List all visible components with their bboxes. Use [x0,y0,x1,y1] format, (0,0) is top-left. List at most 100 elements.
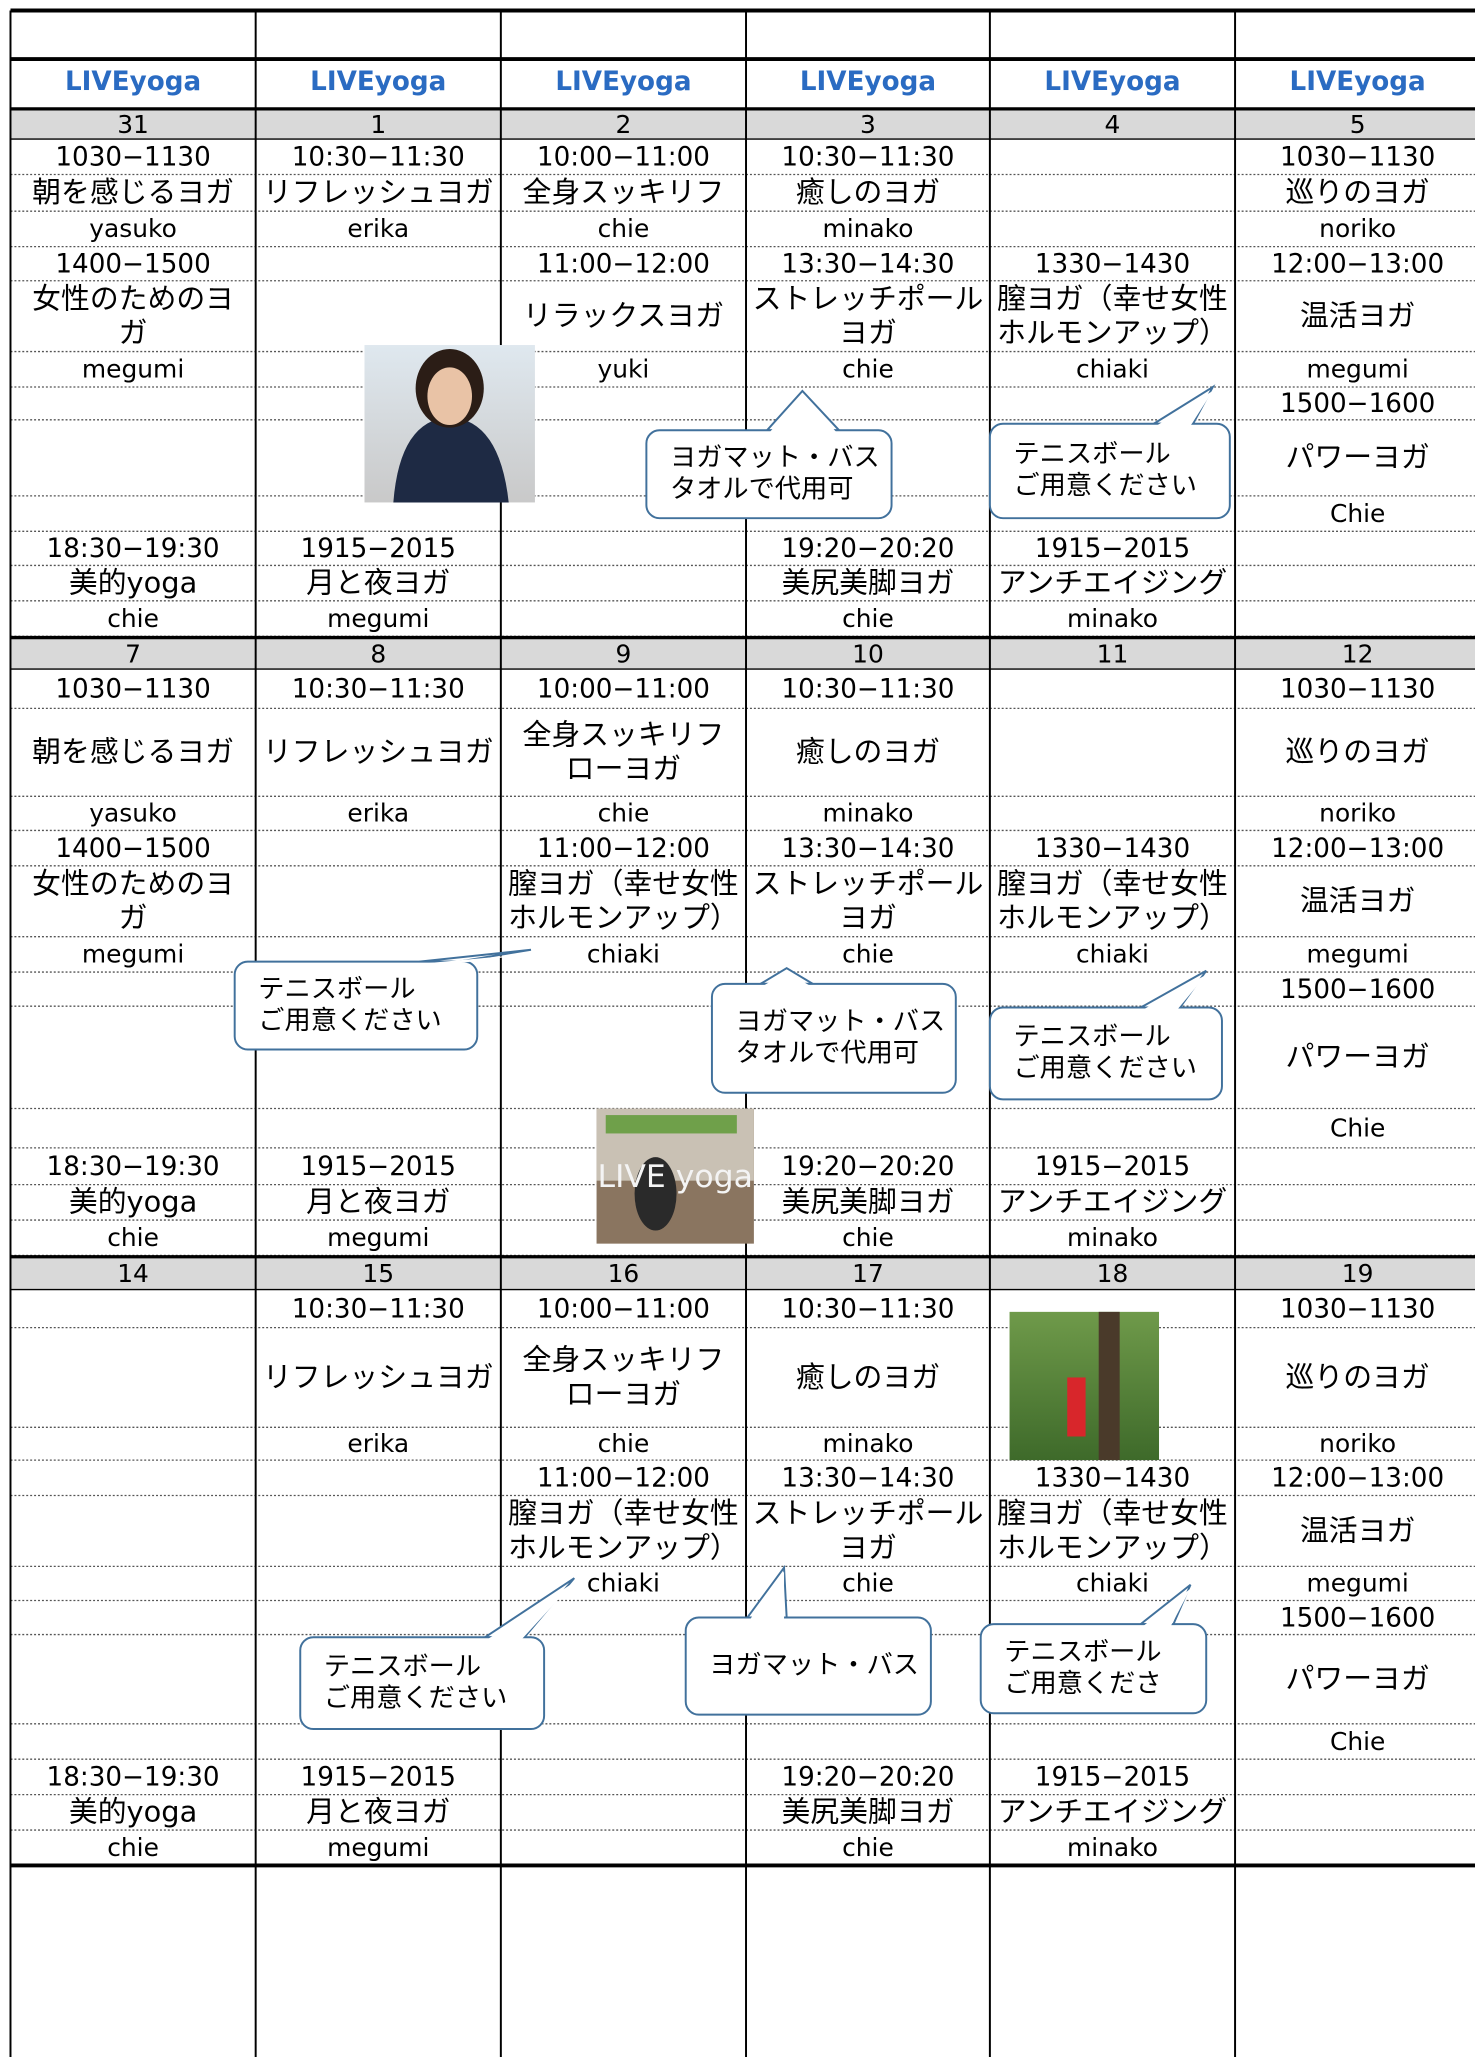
column-header: LIVEyoga [1044,67,1180,97]
callout-text: ヨガマット・バス [736,1007,946,1037]
teacher: yasuko [89,799,177,828]
callout: ヨガマット・バス [684,1564,932,1716]
column-header: LIVEyoga [65,67,201,97]
class-name: 女性のためのヨ [32,281,234,315]
class-time: 1400−1500 [55,249,210,279]
teacher: minako [822,1429,913,1458]
teacher: minako [1067,1223,1158,1252]
class-name: アンチエイジング [998,1795,1228,1829]
teacher: chiaki [1076,940,1149,969]
date: 5 [1350,110,1366,139]
callout-text: タオルで代用可 [736,1039,919,1069]
class-name: 温活ヨガ [1300,298,1415,332]
class-name: 膣ヨガ（幸せ女性 [508,867,739,901]
date: 2 [616,110,632,139]
teacher: megumi [1306,940,1408,969]
class-name: 女性のためのヨ [32,867,234,901]
class-name: リフレッシュヨガ [263,175,494,209]
callout-join [763,972,811,986]
teacher: Chie [1330,1727,1385,1756]
teacher: megumi [82,355,184,384]
date: 1 [370,110,386,139]
callout-text: ご用意ください [258,1006,441,1036]
teacher: chiaki [1076,1569,1149,1598]
callout-join [1143,974,1207,1010]
teacher: Chie [1330,499,1385,528]
class-time: 10:30−11:30 [292,1294,465,1324]
teacher: minako [822,214,913,243]
class-name: 温活ヨガ [1300,1513,1415,1547]
photo-caption: LIVE yoga [598,1159,753,1195]
callout-box [710,982,957,1094]
callout-text: ヨガマット・バス [709,1651,919,1681]
callout-text: テニスボール [258,974,415,1004]
teacher: chie [842,1833,894,1862]
class-name: ストレッチポール [753,281,984,315]
teacher: erika [347,214,409,243]
class-time: 13:30−14:30 [781,834,954,864]
date-row [10,110,1475,140]
class-time: 19:20−20:20 [781,1763,954,1793]
teacher: megumi [327,604,429,633]
callout-box [988,422,1231,520]
teacher: chie [598,799,650,828]
callout-box [979,1623,1208,1715]
class-time: 1330−1430 [1035,1464,1190,1494]
class-name: ホルモンアップ） [508,1530,739,1564]
callout-text: テニスボール [1013,1022,1170,1052]
class-time: 12:00−13:00 [1271,1464,1444,1494]
teacher: noriko [1319,1429,1396,1458]
date: 9 [616,639,632,668]
photo-face [427,367,472,426]
class-name: ヨガ [839,1530,897,1564]
class-name: パワーヨガ [1286,1040,1430,1074]
callout-join [1156,390,1213,426]
teacher: noriko [1319,799,1396,828]
class-name: 美的yoga [69,1795,197,1829]
class-name: パワーヨガ [1286,1661,1430,1695]
class-time: 18:30−19:30 [47,534,220,564]
teacher: minako [1067,604,1158,633]
callout-text: タオルで代用可 [670,474,853,504]
callout-join [769,394,837,433]
class-name: リフレッシュヨガ [263,735,494,769]
class-time: 1030−1130 [1280,143,1435,173]
class-name: 全身スッキリフ [523,718,725,752]
photo-mat [605,1115,737,1134]
class-name: 巡りのヨガ [1286,1360,1430,1394]
class-name: パワーヨガ [1286,440,1430,474]
date: 15 [362,1259,394,1288]
callout-text: ヨガマット・バス [670,443,880,473]
class-name: 巡りのヨガ [1286,175,1430,209]
callout-text: テニスボール [1013,440,1170,470]
class-name: 温活ヨガ [1300,884,1415,918]
class-time: 18:30−19:30 [47,1763,220,1793]
date: 19 [1342,1259,1374,1288]
class-time: 1915−2015 [1035,1763,1190,1793]
column-header: LIVEyoga [1290,67,1426,97]
teacher: chie [842,1569,894,1598]
teacher: chiaki [1076,355,1149,384]
class-name: 美尻美脚ヨガ [781,1185,954,1219]
class-name: 癒しのヨガ [796,175,940,209]
class-name: ホルモンアップ） [997,316,1228,350]
class-name: 朝を感じるヨガ [32,735,234,769]
class-name: ガ [119,901,148,935]
teacher: minako [822,799,913,828]
teacher: megumi [327,1223,429,1252]
teacher: chiaki [587,940,660,969]
teacher: chie [107,1833,159,1862]
photo-figure [393,417,509,503]
teacher: megumi [1306,355,1408,384]
class-name: ガ [119,316,148,350]
photo-instructor [364,345,535,503]
teacher: yasuko [89,214,177,243]
class-time: 1500−1600 [1280,1603,1435,1633]
date-row [10,1258,1475,1290]
class-name: 膣ヨガ（幸せ女性 [997,1496,1228,1530]
class-time: 10:00−11:00 [537,675,710,705]
class-time: 11:00−12:00 [537,834,710,864]
